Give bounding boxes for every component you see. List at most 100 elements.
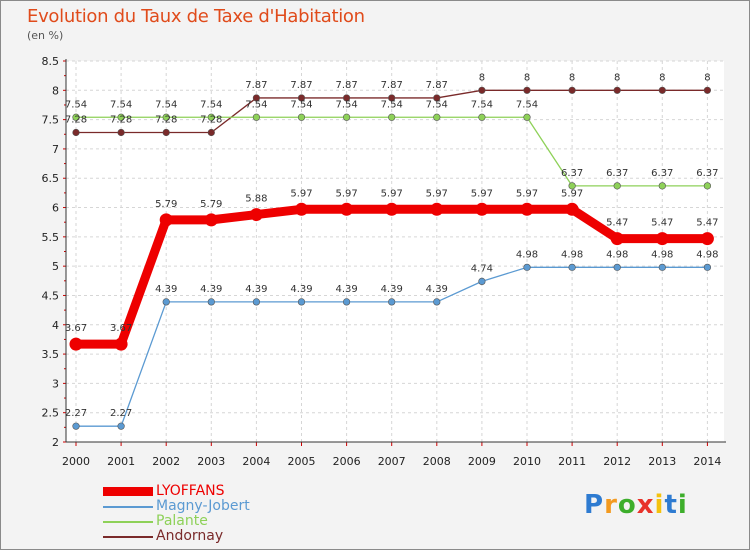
- data-point-lyoffans: [655, 232, 669, 246]
- series-lines: [69, 86, 714, 430]
- data-label-andornay: 7.28: [65, 115, 87, 126]
- data-label-magny-jobert: 4.98: [516, 249, 538, 260]
- data-label-andornay: 7.87: [290, 80, 312, 91]
- y-tick-label: 2.5: [42, 407, 60, 420]
- x-tick-label: 2005: [288, 455, 316, 468]
- data-point-andornay: [703, 86, 712, 94]
- data-label-palante: 7.54: [245, 99, 267, 110]
- data-point-lyoffans: [430, 202, 444, 216]
- data-label-lyoffans: 5.79: [200, 199, 222, 210]
- data-point-palante: [703, 182, 712, 190]
- data-label-andornay: 7.87: [335, 80, 357, 91]
- data-point-andornay: [433, 94, 441, 102]
- x-tick-label: 2008: [423, 455, 451, 468]
- data-point-palante: [478, 113, 486, 121]
- data-label-lyoffans: 5.97: [516, 188, 538, 199]
- x-tick-label: 2010: [513, 455, 541, 468]
- logo-letter: r: [604, 490, 618, 520]
- plot-area: [66, 61, 724, 442]
- data-point-palante: [568, 182, 576, 190]
- data-label-andornay: 7.87: [426, 80, 448, 91]
- data-point-lyoffans: [159, 213, 173, 227]
- data-label-palante: 7.54: [471, 99, 493, 110]
- data-label-lyoffans: 5.97: [290, 188, 312, 199]
- data-label-magny-jobert: 4.98: [696, 249, 718, 260]
- data-label-andornay: 7.28: [200, 115, 222, 126]
- x-tick-label: 2009: [468, 455, 496, 468]
- x-tick-label: 2003: [197, 455, 225, 468]
- data-label-magny-jobert: 4.98: [651, 249, 673, 260]
- data-label-lyoffans: 5.47: [606, 218, 628, 229]
- logo-letter: x: [636, 490, 655, 520]
- x-tick-label: 2004: [242, 455, 270, 468]
- data-label-lyoffans: 5.97: [426, 188, 448, 199]
- data-label-lyoffans: 3.67: [65, 323, 87, 334]
- data-label-magny-jobert: 4.39: [290, 284, 312, 295]
- data-point-andornay: [478, 86, 486, 94]
- logo-letter: i: [654, 490, 665, 520]
- data-point-andornay: [568, 86, 576, 94]
- data-point-magny-jobert: [117, 422, 125, 430]
- legend-swatch-magny-jobert: [103, 506, 153, 508]
- x-tick-label: 2013: [648, 455, 676, 468]
- data-label-lyoffans: 3.67: [110, 323, 132, 334]
- x-tick-label: 2001: [107, 455, 135, 468]
- data-label-palante: 7.54: [200, 99, 222, 110]
- data-point-palante: [613, 182, 621, 190]
- data-label-magny-jobert: 2.27: [110, 408, 132, 419]
- data-label-lyoffans: 5.47: [696, 218, 718, 229]
- logo-letter: i: [677, 490, 688, 520]
- data-point-lyoffans: [204, 213, 218, 227]
- data-point-andornay: [207, 128, 215, 137]
- data-point-palante: [297, 113, 306, 121]
- y-tick-label: 8: [52, 84, 59, 97]
- legend-label-lyoffans: LYOFFANS: [156, 483, 225, 499]
- legend-swatch-andornay: [103, 536, 153, 538]
- data-point-magny-jobert: [613, 263, 621, 271]
- data-point-magny-jobert: [703, 263, 712, 271]
- data-label-lyoffans: 5.88: [245, 194, 267, 205]
- data-label-palante: 7.54: [516, 99, 538, 110]
- data-point-lyoffans: [295, 202, 308, 216]
- data-point-lyoffans: [114, 337, 128, 351]
- data-label-magny-jobert: 4.39: [245, 284, 267, 295]
- data-point-lyoffans: [69, 337, 83, 351]
- data-label-magny-jobert: 4.39: [200, 284, 222, 295]
- y-tick-label: 6.5: [42, 172, 60, 185]
- y-tick-label: 6: [52, 202, 59, 215]
- data-label-magny-jobert: 4.98: [606, 249, 628, 260]
- data-label-andornay: 8: [569, 72, 575, 83]
- data-label-palante: 6.37: [606, 168, 628, 179]
- data-point-palante: [343, 113, 351, 121]
- data-label-magny-jobert: 4.39: [335, 284, 357, 295]
- data-label-lyoffans: 5.79: [155, 199, 177, 210]
- y-tick-label: 7: [52, 143, 59, 156]
- data-point-andornay: [117, 128, 125, 137]
- data-point-lyoffans: [340, 202, 354, 216]
- data-point-magny-jobert: [523, 263, 531, 271]
- x-tick-label: 2000: [62, 455, 90, 468]
- y-axis-unit-label: (en %): [27, 29, 64, 42]
- data-label-palante: 7.54: [335, 99, 357, 110]
- data-label-andornay: 8: [704, 72, 710, 83]
- data-point-palante: [658, 182, 666, 190]
- y-tick-label: 5.5: [42, 231, 60, 244]
- data-point-magny-jobert: [162, 298, 170, 306]
- y-tick-label: 5: [52, 260, 59, 273]
- x-tick-label: 2007: [378, 455, 406, 468]
- data-label-andornay: 8: [479, 72, 485, 83]
- logo-letter: t: [664, 490, 678, 520]
- data-point-magny-jobert: [478, 277, 486, 285]
- data-label-magny-jobert: 2.27: [65, 408, 87, 419]
- grid-lines: [66, 60, 724, 443]
- data-point-lyoffans: [475, 202, 489, 216]
- data-label-magny-jobert: 4.39: [155, 284, 177, 295]
- data-label-palante: 7.54: [110, 99, 132, 110]
- data-label-andornay: 7.87: [245, 80, 267, 91]
- data-label-magny-jobert: 4.39: [426, 284, 448, 295]
- y-tick-label: 3: [52, 377, 59, 390]
- data-point-palante: [433, 113, 441, 121]
- data-label-lyoffans: 5.97: [381, 188, 403, 199]
- data-point-palante: [523, 113, 531, 121]
